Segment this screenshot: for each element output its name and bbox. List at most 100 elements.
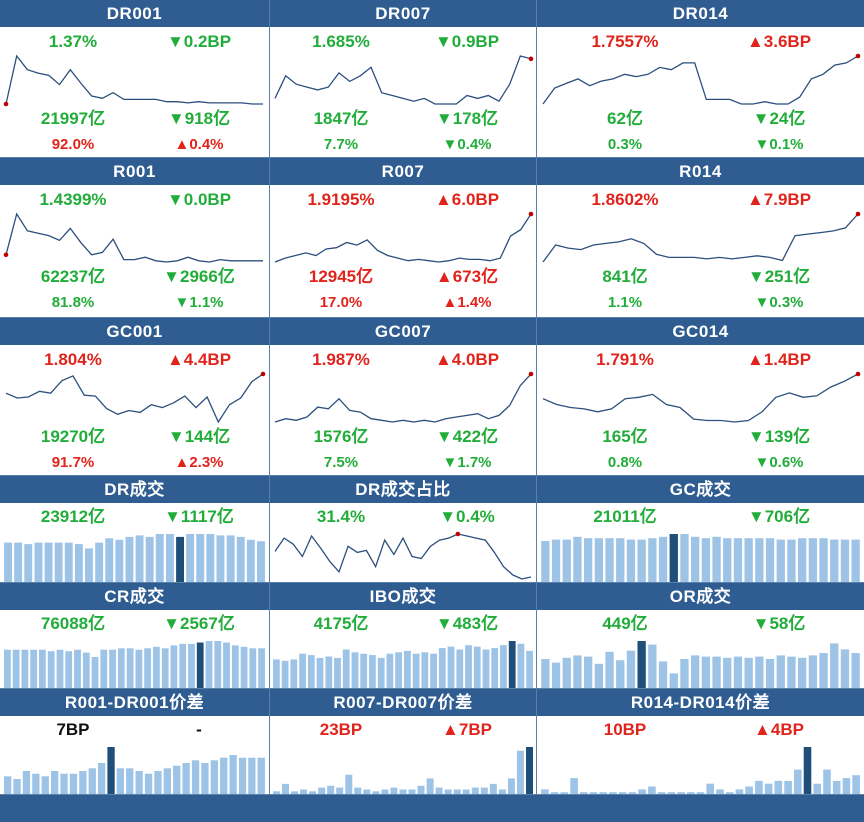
value-r0: 1.987% xyxy=(312,350,370,369)
panel-gc-vol[interactable]: GC成交 21011亿 ▼706亿 xyxy=(537,476,864,583)
panel-title: DR成交占比 xyxy=(269,476,537,503)
bar xyxy=(85,548,93,583)
change-r0: ▲4.0BP xyxy=(434,350,500,369)
bar xyxy=(249,648,257,689)
bar xyxy=(658,536,668,583)
series-line xyxy=(542,213,859,263)
value-r0: 10BP xyxy=(603,720,647,739)
series-line xyxy=(274,213,532,263)
latest-point-marker xyxy=(855,211,861,217)
latest-point-marker xyxy=(3,101,9,107)
value-r1: 165亿 xyxy=(602,427,648,446)
bar xyxy=(498,789,506,795)
change-r2: ▼0.6% xyxy=(754,454,804,471)
value-r0: 1.37% xyxy=(48,32,98,51)
value-r1: 62亿 xyxy=(607,109,643,128)
panel-cr-vol[interactable]: CR成交 76088亿 ▼2567亿 xyxy=(0,583,269,689)
panel-dr-share[interactable]: DR成交占比 31.4% ▼0.4% xyxy=(269,476,537,583)
panel-r007[interactable]: R007 1.9195% ▲6.0BP 12945亿 ▲673亿 17.0% ▲1.4% xyxy=(269,158,537,318)
change-r0: ▲7BP xyxy=(442,720,492,739)
panel-r014-dr014[interactable]: R014-DR014价差 10BP ▲4BP xyxy=(537,689,864,795)
bar xyxy=(12,649,20,689)
panel-dr001[interactable]: DR001 1.37% ▼0.2BP 21997亿 ▼918亿 92.0% ▲0.4% xyxy=(0,0,269,158)
panel-gc007[interactable]: GC007 1.987% ▲4.0BP 1576亿 ▼422亿 7.5% ▼1.7% xyxy=(269,318,537,476)
bar xyxy=(299,653,306,689)
change-r0: ▲7.9BP xyxy=(746,190,812,209)
bar xyxy=(248,757,256,795)
panel-r007-dr007[interactable]: R007-DR007价差 23BP ▲7BP xyxy=(269,689,537,795)
change-r0: ▼2567亿 xyxy=(163,614,235,633)
bar-chart xyxy=(4,641,265,689)
change-r1: ▲673亿 xyxy=(435,267,499,286)
bar xyxy=(491,648,499,689)
bar xyxy=(638,789,646,795)
series-line xyxy=(542,55,859,105)
bar xyxy=(482,649,490,689)
bar xyxy=(570,778,578,795)
value-r0: 1.8602% xyxy=(591,190,659,209)
change-r2: ▼1.1% xyxy=(174,294,224,311)
bar xyxy=(755,656,764,689)
panel-dr007[interactable]: DR007 1.685% ▼0.9BP 1847亿 ▼178亿 7.7% ▼0.4% xyxy=(269,0,537,158)
bar xyxy=(480,787,488,795)
panel-or-vol[interactable]: OR成交 449亿 ▼58亿 xyxy=(537,583,864,689)
panel-dr014[interactable]: DR014 1.7557% ▲3.6BP 62亿 ▼24亿 0.3% ▼0.1% xyxy=(537,0,864,158)
series-line xyxy=(5,54,263,105)
change-r2: ▼0.3% xyxy=(754,294,804,311)
bar xyxy=(282,783,289,795)
bar xyxy=(830,643,839,689)
bar xyxy=(701,538,710,583)
bar xyxy=(840,649,850,689)
bar xyxy=(54,542,63,583)
bar xyxy=(281,660,289,689)
value-r2: 7.5% xyxy=(323,454,359,471)
bar xyxy=(182,763,190,795)
bar xyxy=(680,659,689,689)
panel-r001-dr001[interactable]: R001-DR001价差 7BP - xyxy=(0,689,269,795)
latest-point-marker xyxy=(528,56,534,62)
panel-gc001[interactable]: GC001 1.804% ▲4.4BP 19270亿 ▼144亿 91.7% ▲2.3% xyxy=(0,318,269,476)
value-r0: 23BP xyxy=(319,720,363,739)
panel-ibo-vol[interactable]: IBO成交 4175亿 ▼483亿 xyxy=(269,583,537,689)
panel-gc014[interactable]: GC014 1.791% ▲1.4BP 165亿 ▼139亿 0.8% ▼0.6% xyxy=(537,318,864,476)
bar xyxy=(421,652,429,689)
bar xyxy=(79,771,87,795)
series-line xyxy=(274,55,532,105)
bar xyxy=(500,645,507,689)
panel-title: DR007 xyxy=(269,0,537,27)
bar xyxy=(589,792,598,795)
bar xyxy=(135,771,143,795)
bar xyxy=(832,780,841,795)
bar xyxy=(526,650,533,689)
bar xyxy=(390,787,398,795)
bar-chart xyxy=(273,747,533,795)
column-divider xyxy=(269,0,270,795)
panel-dr-vol[interactable]: DR成交 23912亿 ▼1117亿 xyxy=(0,476,269,583)
panel-r001[interactable]: R001 1.4399% ▼0.0BP 62237亿 ▼2966亿 81.8% ▼1.1% xyxy=(0,158,269,318)
change-r0: - xyxy=(196,720,202,739)
value-r1: 21997亿 xyxy=(40,109,106,128)
line-chart xyxy=(542,211,861,263)
bar xyxy=(489,783,497,795)
line-chart xyxy=(274,55,534,105)
value-r1: 62237亿 xyxy=(40,267,106,286)
bar xyxy=(318,787,326,795)
panel-r014[interactable]: R014 1.8602% ▲7.9BP 841亿 ▼251亿 1.1% ▼0.3% xyxy=(537,158,864,318)
bar-chart xyxy=(541,747,860,795)
bar xyxy=(712,656,721,689)
bar xyxy=(765,659,775,689)
bar xyxy=(456,649,464,689)
bar xyxy=(725,792,734,795)
bar xyxy=(39,649,46,689)
bar xyxy=(733,656,743,689)
bar xyxy=(386,653,394,689)
bar xyxy=(594,538,603,583)
bar xyxy=(823,769,831,795)
bar xyxy=(735,789,744,795)
bar xyxy=(465,645,472,689)
bar xyxy=(658,661,668,689)
bar xyxy=(115,539,124,583)
change-r1: ▼422亿 xyxy=(435,427,499,446)
bar-chart xyxy=(541,534,860,583)
